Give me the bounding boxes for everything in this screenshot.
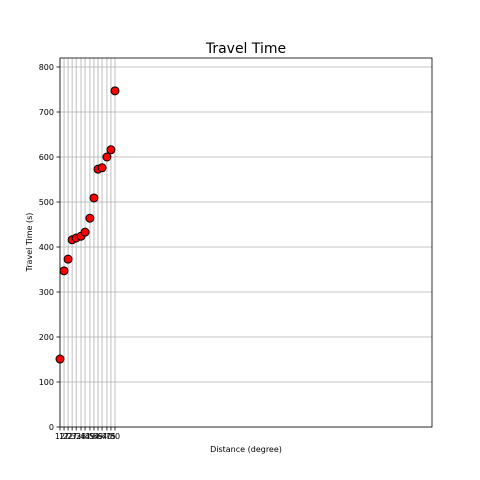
y-tick-label: 600 — [39, 153, 54, 162]
x-tick-label: 27 — [67, 432, 77, 441]
x-tick-label: 38 — [76, 432, 86, 441]
x-tick-label: 12 — [55, 432, 65, 441]
point — [89, 193, 99, 203]
x-tick-label: 54 — [89, 432, 99, 441]
point — [85, 213, 95, 223]
y-tick-label: 500 — [39, 198, 54, 207]
point — [63, 254, 73, 264]
x-tick-label: 80 — [110, 432, 120, 441]
point — [110, 86, 120, 96]
x-tick-label: 59 — [93, 432, 103, 441]
y-tick-label: 200 — [39, 333, 54, 342]
x-tick-label: 43 — [80, 432, 90, 441]
y-tick-label: 700 — [39, 108, 54, 117]
x-tick-label: 64 — [97, 432, 107, 441]
x-tick-label: 70 — [102, 432, 112, 441]
point — [55, 354, 65, 364]
y-tick-label: 100 — [39, 378, 54, 387]
y-tick-label: 400 — [39, 243, 54, 252]
point — [97, 163, 107, 173]
x-tick-label: 32 — [71, 432, 81, 441]
plot-frame — [59, 57, 433, 428]
x-tick-label: 17 — [59, 432, 69, 441]
point — [80, 227, 90, 237]
point — [106, 145, 116, 155]
chart-title: Travel Time — [205, 41, 286, 57]
y-axis-label: Travel Time (s) — [25, 213, 34, 273]
y-tick-label: 800 — [39, 63, 54, 72]
point — [102, 152, 112, 162]
y-tick-label: 0 — [49, 423, 54, 432]
x-axis-label: Distance (degree) — [210, 445, 282, 454]
y-tick-label: 300 — [39, 288, 54, 297]
point — [59, 266, 69, 276]
x-tick-label: 75 — [106, 432, 116, 441]
x-tick-label: 22 — [63, 432, 73, 441]
x-tick-label: 49 — [85, 432, 95, 441]
